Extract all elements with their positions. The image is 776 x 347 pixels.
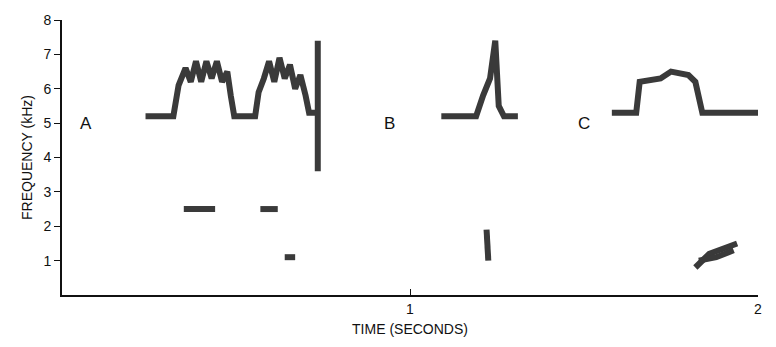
svg-text:5: 5 [43, 115, 51, 131]
svg-text:C: C [578, 114, 590, 133]
svg-text:1: 1 [43, 253, 51, 269]
svg-text:7: 7 [43, 46, 51, 62]
svg-text:A: A [80, 114, 92, 133]
svg-text:4: 4 [43, 149, 51, 165]
svg-text:TIME (SECONDS): TIME (SECONDS) [352, 321, 468, 337]
svg-text:3: 3 [43, 184, 51, 200]
svg-text:6: 6 [43, 81, 51, 97]
svg-text:FREQUENCY (kHz): FREQUENCY (kHz) [19, 95, 35, 220]
svg-text:2: 2 [754, 301, 762, 317]
svg-text:8: 8 [43, 12, 51, 28]
svg-text:B: B [384, 114, 395, 133]
svg-text:2: 2 [43, 218, 51, 234]
svg-text:1: 1 [406, 301, 414, 317]
